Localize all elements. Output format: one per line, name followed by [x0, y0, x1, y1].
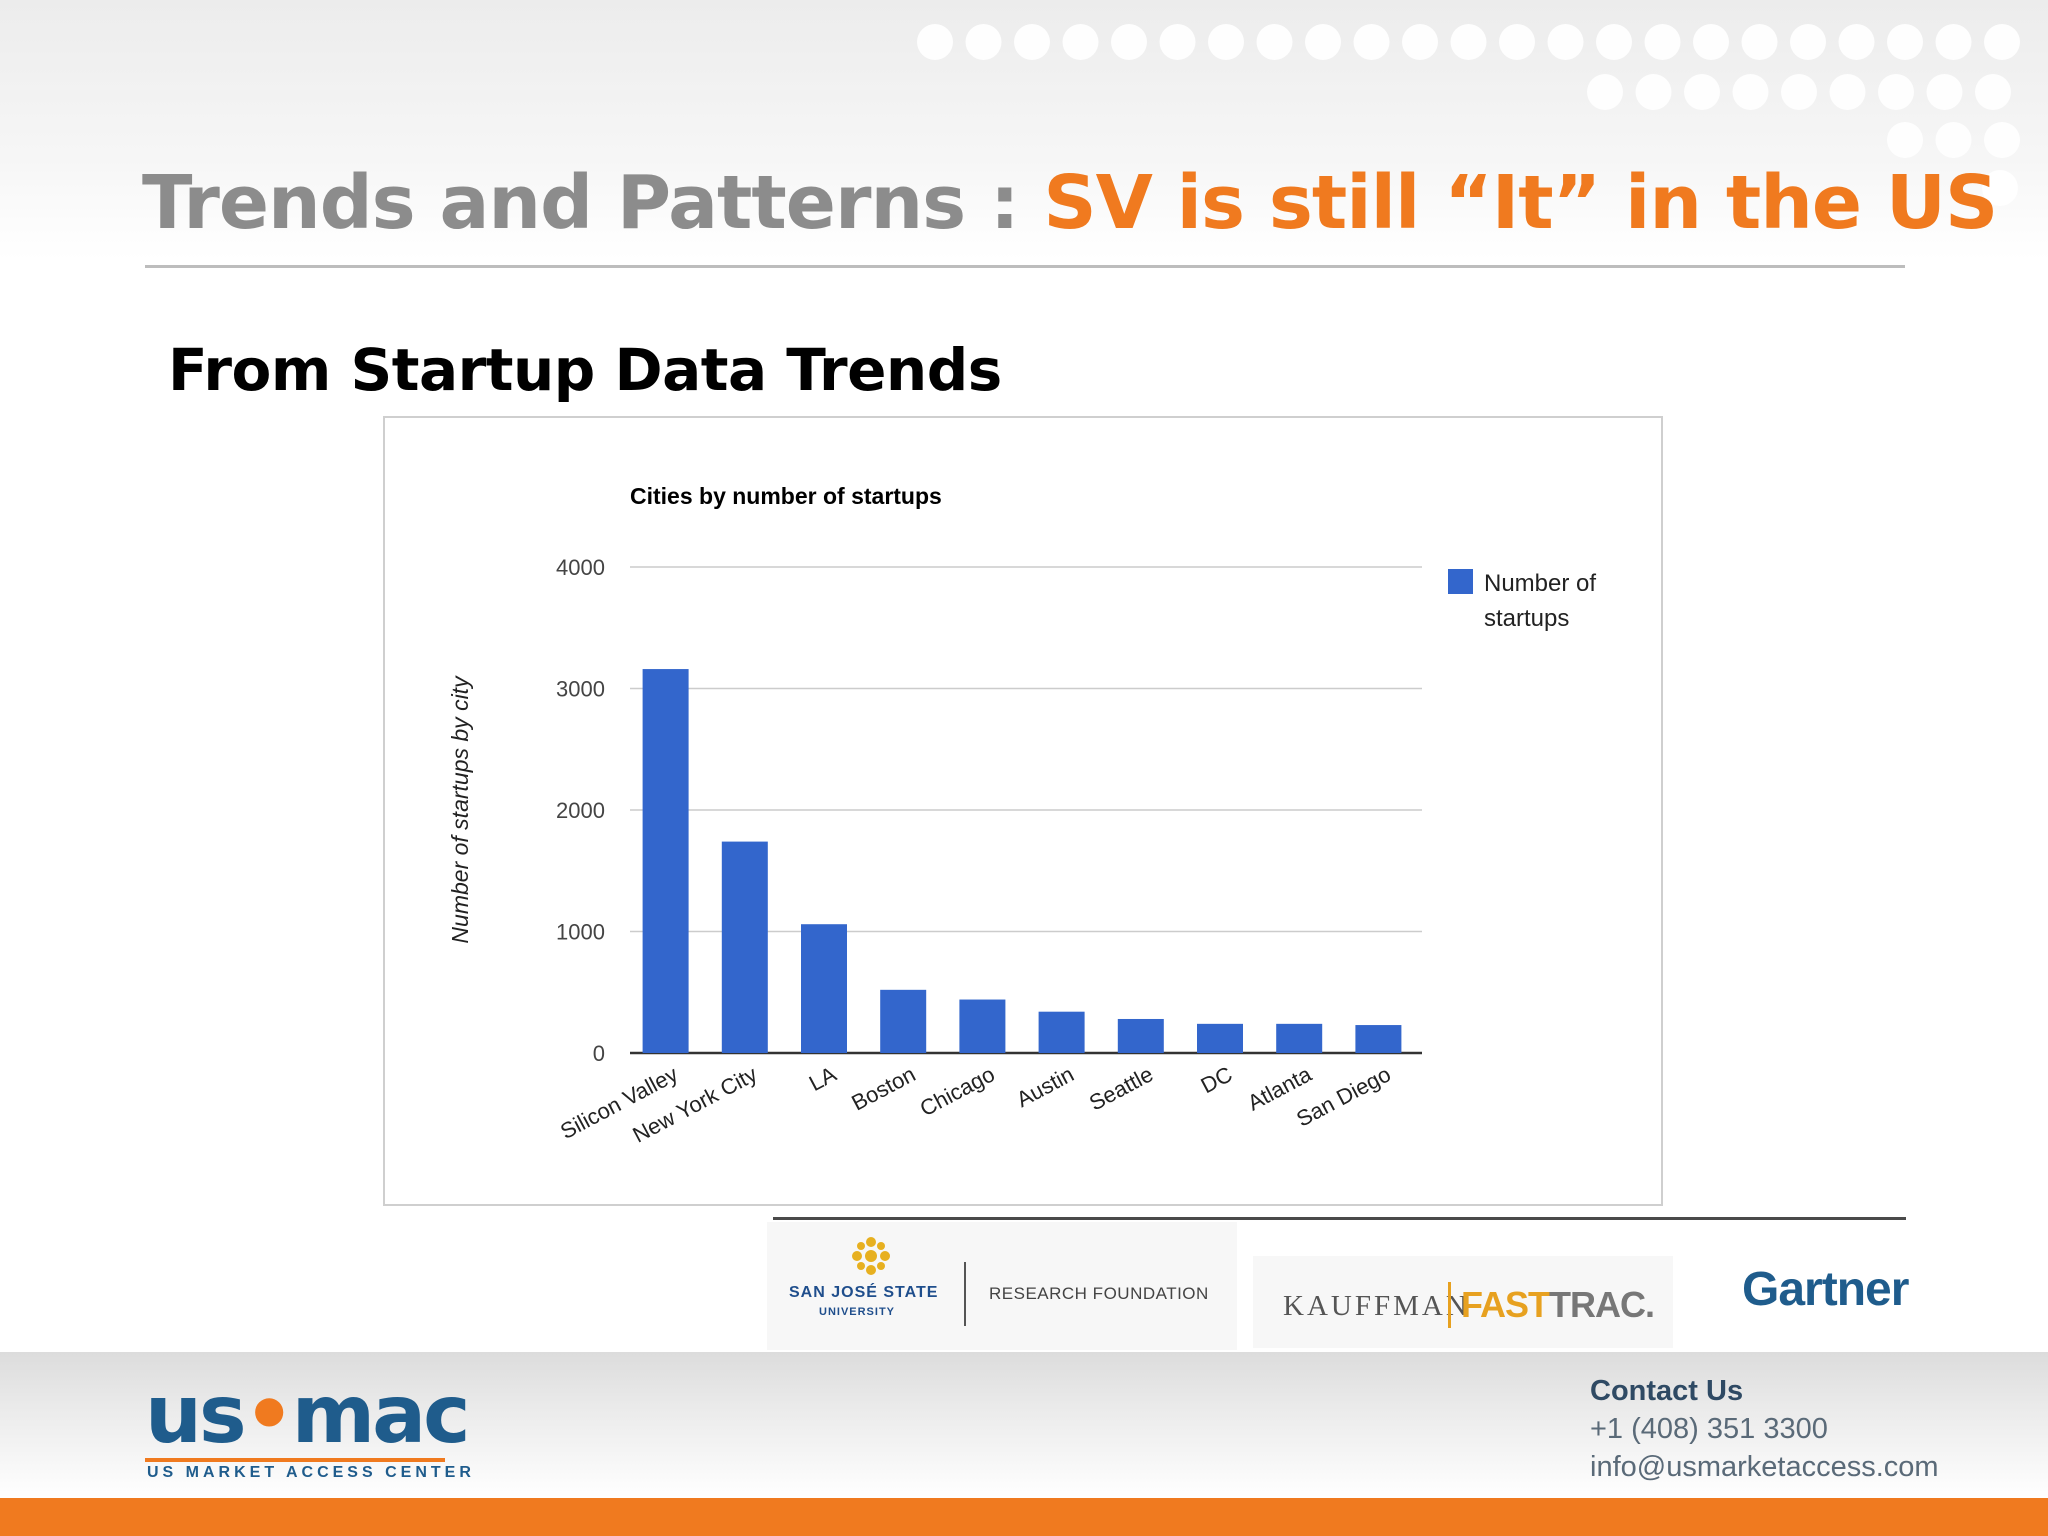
decorative-dot: [1684, 74, 1720, 110]
decorative-dot: [1829, 74, 1866, 110]
sjsu-divider: [964, 1262, 966, 1326]
usmac-underline: [145, 1458, 445, 1462]
sjsu-research-foundation: RESEARCH FOUNDATION: [989, 1284, 1209, 1303]
y-axis-label: Number of startups by city: [447, 675, 473, 944]
bar: [642, 669, 689, 1053]
contact-email[interactable]: info@usmarketaccess.com: [1590, 1451, 1939, 1483]
fasttrac-trac: TRAC: [1549, 1284, 1646, 1325]
decorative-dot: [1159, 24, 1196, 60]
bar: [721, 841, 768, 1053]
slide-title-prefix: Trends and Patterns :: [142, 160, 1020, 246]
sjsu-seal-icon: [852, 1237, 890, 1275]
gartner-logo: Gartner: [1742, 1263, 1909, 1316]
bar: [959, 999, 1006, 1053]
decorative-dot: [1353, 24, 1390, 60]
partner-logos: SAN JOSÉ STATE UNIVERSITY RESEARCH FOUND…: [755, 1222, 1909, 1350]
fasttrac-name: FASTTRAC.: [1461, 1284, 1655, 1326]
decorative-dot: [1644, 24, 1681, 60]
decorative-dot: [1887, 24, 1923, 60]
contact-phone[interactable]: +1 (408) 351 3300: [1590, 1413, 1828, 1445]
decorative-dot: [965, 24, 1002, 60]
decorative-dot: [1305, 24, 1341, 60]
contact-label: Contact Us: [1590, 1375, 1744, 1407]
decorative-dot: [1935, 24, 1972, 60]
title-divider: [145, 265, 1905, 268]
usmac-tagline: US MARKET ACCESS CENTER: [147, 1464, 475, 1481]
decorative-dot: [1975, 74, 2011, 110]
usmac-wordmark: us•mac: [145, 1368, 471, 1461]
sjsu-name: SAN JOSÉ STATE: [789, 1284, 939, 1301]
sjsu-logo: SAN JOSÉ STATE UNIVERSITY RESEARCH FOUND…: [767, 1222, 1237, 1350]
sjsu-university: UNIVERSITY: [819, 1306, 896, 1318]
x-tick-label: Seattle: [1085, 1061, 1157, 1115]
x-tick-label: Chicago: [916, 1061, 999, 1121]
y-tick-label: 4000: [556, 555, 605, 580]
usmac-mac: mac: [291, 1368, 471, 1461]
legend-label: Number of: [1484, 570, 1596, 597]
bar: [1117, 1018, 1164, 1053]
decorative-dot: [1014, 24, 1050, 60]
x-tick-label: DC: [1197, 1061, 1237, 1098]
decorative-dot: [1781, 74, 1817, 110]
decorative-dot: [1547, 24, 1584, 60]
decorative-dot: [1635, 74, 1672, 110]
decorative-dot: [917, 24, 953, 60]
decorative-dot: [1062, 24, 1099, 60]
decorative-dot: [1693, 24, 1729, 60]
decorative-dot: [1984, 122, 2020, 158]
usmac-logo: us•mac US MARKET ACCESS CENTER: [145, 1368, 471, 1482]
bar: [1355, 1025, 1402, 1053]
legend-label: startups: [1484, 605, 1569, 632]
decorative-dot: [1982, 170, 2018, 206]
x-tick-label: Boston: [847, 1061, 919, 1115]
contact-block: Contact Us +1 (408) 351 3300 info@usmark…: [1590, 1372, 1939, 1486]
decorative-dot: [1111, 24, 1147, 60]
footer-background: [0, 1352, 2048, 1498]
usmac-us: us: [145, 1368, 247, 1461]
decorative-dot: [1926, 74, 1963, 110]
y-tick-label: 3000: [556, 677, 605, 702]
slide-subtitle: From Startup Data Trends: [168, 336, 1002, 404]
kauffman-divider: [1448, 1282, 1451, 1328]
decorative-dot: [1790, 24, 1826, 60]
bottom-accent-bar: [0, 1498, 2048, 1536]
partner-divider: [773, 1217, 1906, 1220]
x-tick-label: LA: [805, 1061, 841, 1096]
bar: [801, 924, 847, 1053]
y-tick-label: 1000: [556, 920, 605, 945]
decorative-dot: [1587, 74, 1623, 110]
decorative-dot: [1402, 24, 1438, 60]
usmac-dot: •: [243, 1368, 295, 1461]
decorative-dot: [1596, 24, 1632, 60]
decorative-dot: [1887, 122, 1923, 158]
decorative-dot: [1208, 24, 1244, 60]
chart-title: Cities by number of startups: [630, 483, 942, 509]
bar: [1197, 1023, 1243, 1053]
kauffman-name: KAUFFMAN: [1283, 1290, 1470, 1322]
kauffman-fasttrac-logo: KAUFFMAN FASTTRAC.: [1253, 1256, 1673, 1348]
slide-title-highlight: SV is still “It” in the US: [1043, 160, 1998, 246]
bar: [1276, 1023, 1323, 1053]
y-tick-label: 0: [593, 1041, 605, 1066]
decorative-dot: [1450, 24, 1487, 60]
bar-chart: Cities by number of startups 0 1000 2000 300…: [447, 483, 1596, 1148]
decorative-dot: [1878, 74, 1914, 110]
y-tick-label: 2000: [556, 798, 605, 823]
legend-swatch: [1448, 569, 1473, 594]
decorative-dot: [1499, 24, 1535, 60]
chart-frame: Cities by number of startups 0 1000 2000 300…: [383, 416, 1663, 1206]
decorative-dot: [1984, 24, 2020, 60]
fasttrac-dot: .: [1645, 1284, 1655, 1325]
x-tick-label: Austin: [1012, 1061, 1078, 1112]
bar: [1038, 1011, 1085, 1053]
decorative-dot: [1741, 24, 1778, 60]
decorative-dot: [1838, 24, 1875, 60]
decorative-dot: [1935, 122, 1972, 158]
decorative-dot-pattern: [917, 24, 2020, 206]
fasttrac-fast: FAST: [1461, 1284, 1550, 1325]
decorative-dot: [1732, 74, 1769, 110]
bar: [880, 989, 927, 1053]
slide-title: Trends and Patterns : SV is still “It” i…: [142, 160, 1998, 246]
decorative-dot: [1256, 24, 1293, 60]
